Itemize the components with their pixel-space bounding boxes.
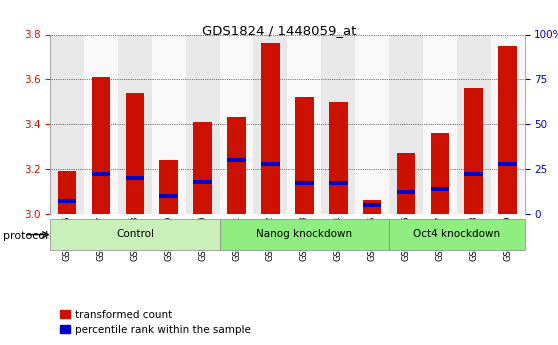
Bar: [160, 194, 178, 198]
Bar: [363, 203, 381, 207]
Bar: [58, 171, 76, 214]
Bar: [431, 187, 449, 191]
Text: protocol: protocol: [3, 231, 48, 241]
Bar: [490, 34, 525, 214]
Bar: [389, 219, 525, 250]
Bar: [186, 34, 220, 214]
Bar: [50, 219, 220, 250]
Bar: [498, 46, 517, 214]
Bar: [261, 43, 280, 214]
Bar: [261, 162, 280, 166]
Legend: transformed count, percentile rank within the sample: transformed count, percentile rank withi…: [55, 305, 255, 339]
Bar: [457, 34, 490, 214]
Bar: [194, 122, 212, 214]
Text: Nanog knockdown: Nanog knockdown: [256, 229, 352, 239]
Bar: [329, 102, 348, 214]
Bar: [58, 199, 76, 203]
Bar: [126, 93, 144, 214]
Bar: [126, 176, 144, 180]
Text: Control: Control: [116, 229, 154, 239]
Bar: [389, 34, 423, 214]
Bar: [287, 34, 321, 214]
Bar: [227, 158, 246, 162]
Bar: [355, 34, 389, 214]
Bar: [423, 34, 457, 214]
Bar: [295, 181, 314, 185]
Text: GDS1824 / 1448059_at: GDS1824 / 1448059_at: [202, 24, 356, 37]
Bar: [329, 181, 348, 185]
Bar: [397, 190, 415, 194]
Bar: [118, 34, 152, 214]
Bar: [84, 34, 118, 214]
Bar: [152, 34, 186, 214]
Bar: [295, 97, 314, 214]
Bar: [50, 34, 84, 214]
Bar: [92, 172, 110, 176]
Bar: [194, 180, 212, 184]
Bar: [397, 153, 415, 214]
Bar: [92, 77, 110, 214]
Bar: [363, 200, 381, 214]
Text: Oct4 knockdown: Oct4 knockdown: [413, 229, 501, 239]
Bar: [498, 162, 517, 166]
Bar: [220, 34, 253, 214]
Bar: [220, 219, 389, 250]
Bar: [464, 172, 483, 176]
Bar: [160, 160, 178, 214]
Bar: [431, 133, 449, 214]
Bar: [253, 34, 287, 214]
Bar: [321, 34, 355, 214]
Bar: [227, 117, 246, 214]
Bar: [464, 88, 483, 214]
